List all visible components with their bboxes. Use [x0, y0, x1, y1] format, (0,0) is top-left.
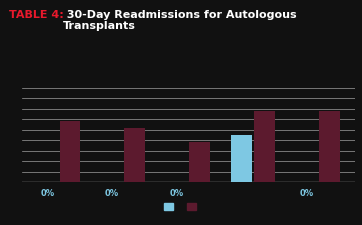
Text: 0%: 0%: [40, 189, 54, 198]
Text: TABLE 4:: TABLE 4:: [9, 10, 64, 20]
Bar: [231, 135, 252, 182]
Bar: [60, 121, 80, 182]
Bar: [319, 111, 340, 182]
Text: 0%: 0%: [170, 189, 184, 198]
Text: 30-Day Readmissions for Autologous
Transplants: 30-Day Readmissions for Autologous Trans…: [63, 10, 296, 31]
Text: 0%: 0%: [105, 189, 119, 198]
Text: 0%: 0%: [299, 189, 313, 198]
Legend: , : ,: [164, 202, 198, 212]
Bar: [254, 111, 275, 182]
Bar: [125, 128, 145, 182]
Bar: [189, 142, 210, 182]
